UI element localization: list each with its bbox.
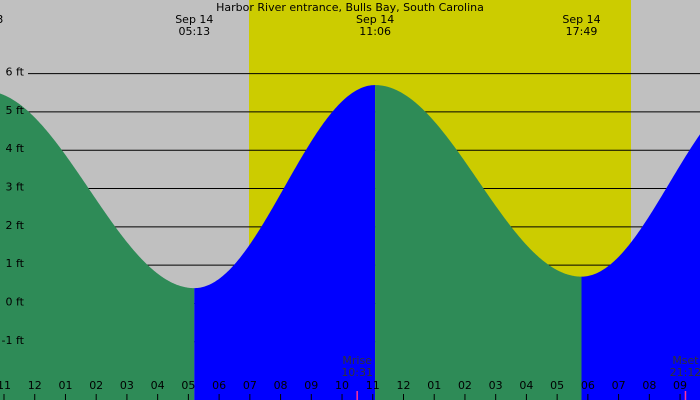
hour-label: 08 xyxy=(642,379,656,392)
y-tick-label: 4 ft xyxy=(6,142,25,155)
hour-label: 01 xyxy=(58,379,72,392)
hour-label: 01 xyxy=(427,379,441,392)
hour-label: 05 xyxy=(181,379,195,392)
chart-title: Harbor River entrance, Bulls Bay, South … xyxy=(216,1,484,14)
hour-label: 02 xyxy=(89,379,103,392)
hour-label: 04 xyxy=(151,379,165,392)
hour-label: 02 xyxy=(458,379,472,392)
hour-label: 07 xyxy=(612,379,626,392)
y-tick-label: -1 ft xyxy=(2,334,25,347)
hour-label: 03 xyxy=(489,379,503,392)
extreme-time: 05:13 xyxy=(178,25,210,38)
hour-label: 11 xyxy=(0,379,11,392)
hour-label: 12 xyxy=(396,379,410,392)
hour-label: 05 xyxy=(550,379,564,392)
hour-label: 04 xyxy=(519,379,533,392)
hour-label: 09 xyxy=(304,379,318,392)
y-tick-label: 6 ft xyxy=(6,66,25,79)
hour-label: 08 xyxy=(274,379,288,392)
extreme-date: Sep 14 xyxy=(356,13,394,26)
moon-time: 21:12 xyxy=(670,366,700,379)
hour-label: 07 xyxy=(243,379,257,392)
y-tick-label: 2 ft xyxy=(6,219,25,232)
extreme-date: Sep 14 xyxy=(562,13,600,26)
extreme-date: Sep 14 xyxy=(175,13,213,26)
y-tick-label: 0 ft xyxy=(6,295,25,308)
extreme-time: 17:49 xyxy=(566,25,598,38)
falling-tide xyxy=(0,93,195,400)
hour-label: 11 xyxy=(366,379,380,392)
moon-time: 10:31 xyxy=(341,366,373,379)
y-tick-label: 3 ft xyxy=(6,181,25,194)
moon-event: Mrise xyxy=(342,354,372,367)
extreme-time: 11:06 xyxy=(359,25,391,38)
hour-label: 06 xyxy=(581,379,595,392)
hour-label: 12 xyxy=(28,379,42,392)
y-tick-label: 5 ft xyxy=(6,104,25,117)
rising-tide xyxy=(581,134,700,400)
tide-area xyxy=(0,85,700,400)
moon-event: Mset xyxy=(672,354,699,367)
y-tick-label: 1 ft xyxy=(6,257,25,270)
hour-label: 10 xyxy=(335,379,349,392)
rising-tide xyxy=(194,85,376,400)
hour-label: 09 xyxy=(673,379,687,392)
labels: -1 ft 0 ft 1 ft 2 ft 3 ft 4 ft 5 ft 6 ft Sep 13 2… xyxy=(0,13,700,400)
hour-label: 06 xyxy=(212,379,226,392)
hour-label: 03 xyxy=(120,379,134,392)
falling-tide xyxy=(375,85,582,400)
extreme-date: Sep 13 xyxy=(0,13,3,26)
